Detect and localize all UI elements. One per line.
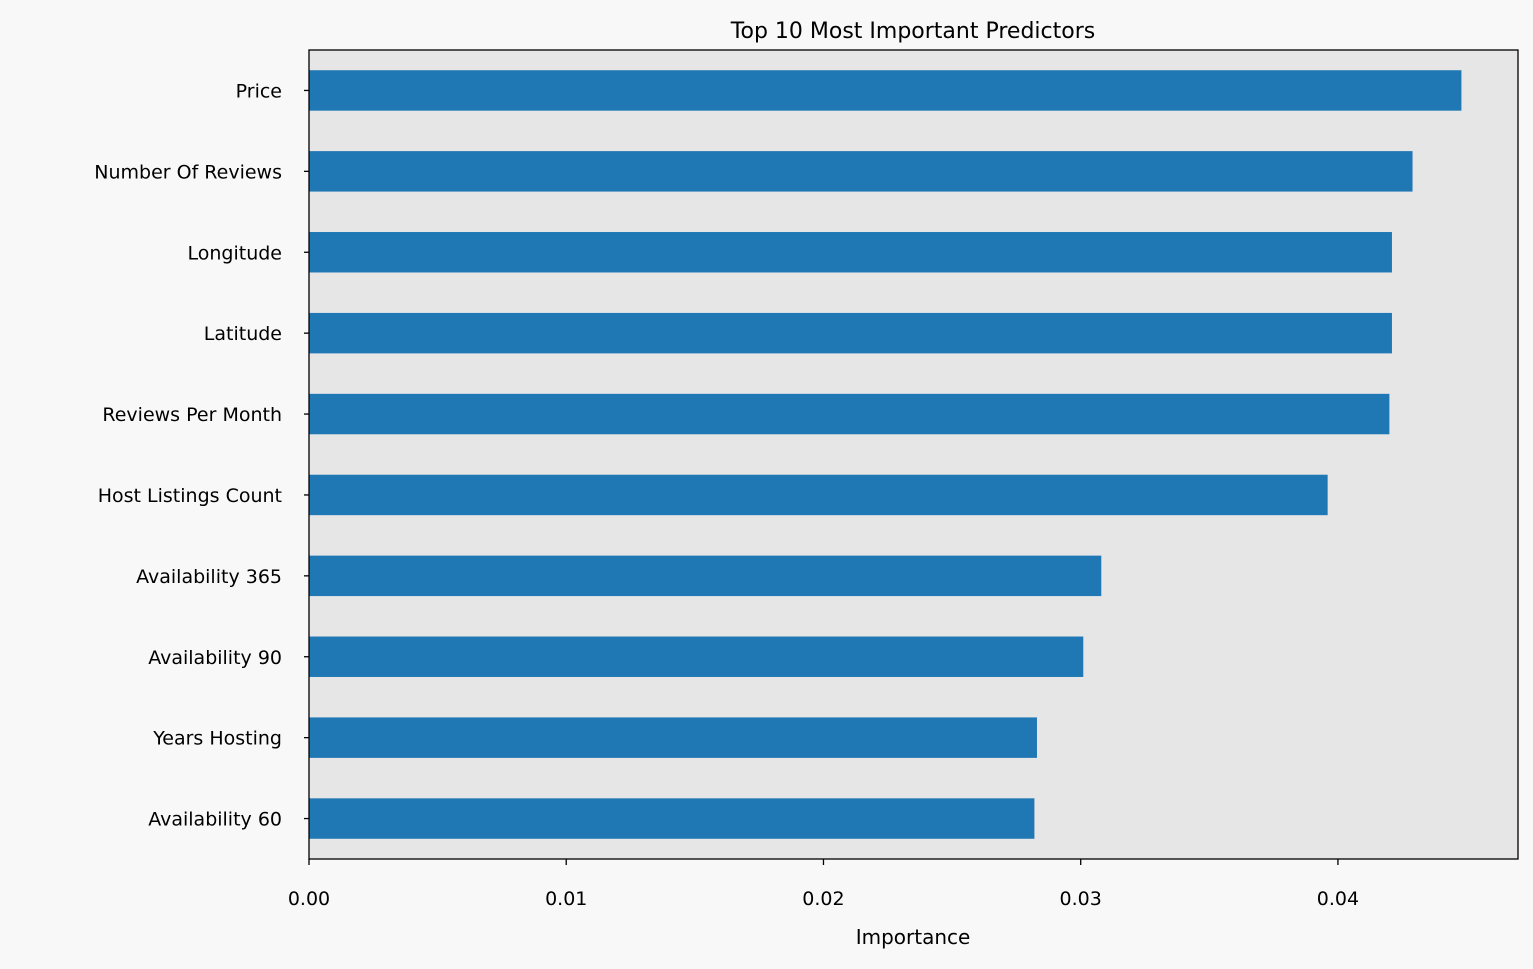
bar (309, 798, 1035, 839)
x-tick-label: 0.00 (288, 888, 330, 910)
y-axis-ticks: Price Number Of Reviews Longitude Latitude R… (94, 80, 309, 831)
y-tick-label: Availability 365 (136, 566, 282, 588)
y-tick-label: Longitude (188, 242, 283, 264)
x-tick-label: 0.04 (1317, 888, 1359, 910)
bar (309, 474, 1328, 516)
bar (309, 393, 1390, 435)
bar (309, 555, 1102, 597)
bar (309, 232, 1392, 273)
bar (309, 312, 1392, 354)
y-tick-label: Years Hosting (152, 728, 282, 750)
x-axis-label: Importance (856, 925, 971, 949)
bar (309, 717, 1037, 758)
x-tick-label: 0.02 (802, 888, 844, 910)
y-tick-label: Availability 90 (148, 647, 282, 669)
bar (309, 636, 1084, 677)
y-tick-label: Price (236, 80, 282, 102)
y-tick-label: Availability 60 (148, 809, 282, 831)
chart-title: Top 10 Most Important Predictors (730, 19, 1095, 44)
x-axis-ticks: 0.00 0.01 0.02 0.03 0.04 (288, 859, 1359, 910)
y-tick-label: Host Listings Count (98, 485, 282, 507)
y-tick-label: Reviews Per Month (102, 404, 282, 426)
plot-frame (308, 49, 1519, 860)
x-tick-label: 0.01 (545, 888, 587, 910)
y-tick-label: Number Of Reviews (94, 161, 282, 183)
x-tick-label: 0.03 (1060, 888, 1102, 910)
bar (309, 70, 1462, 111)
bar (309, 151, 1413, 192)
y-tick-label: Latitude (204, 323, 282, 345)
bars (309, 70, 1462, 839)
